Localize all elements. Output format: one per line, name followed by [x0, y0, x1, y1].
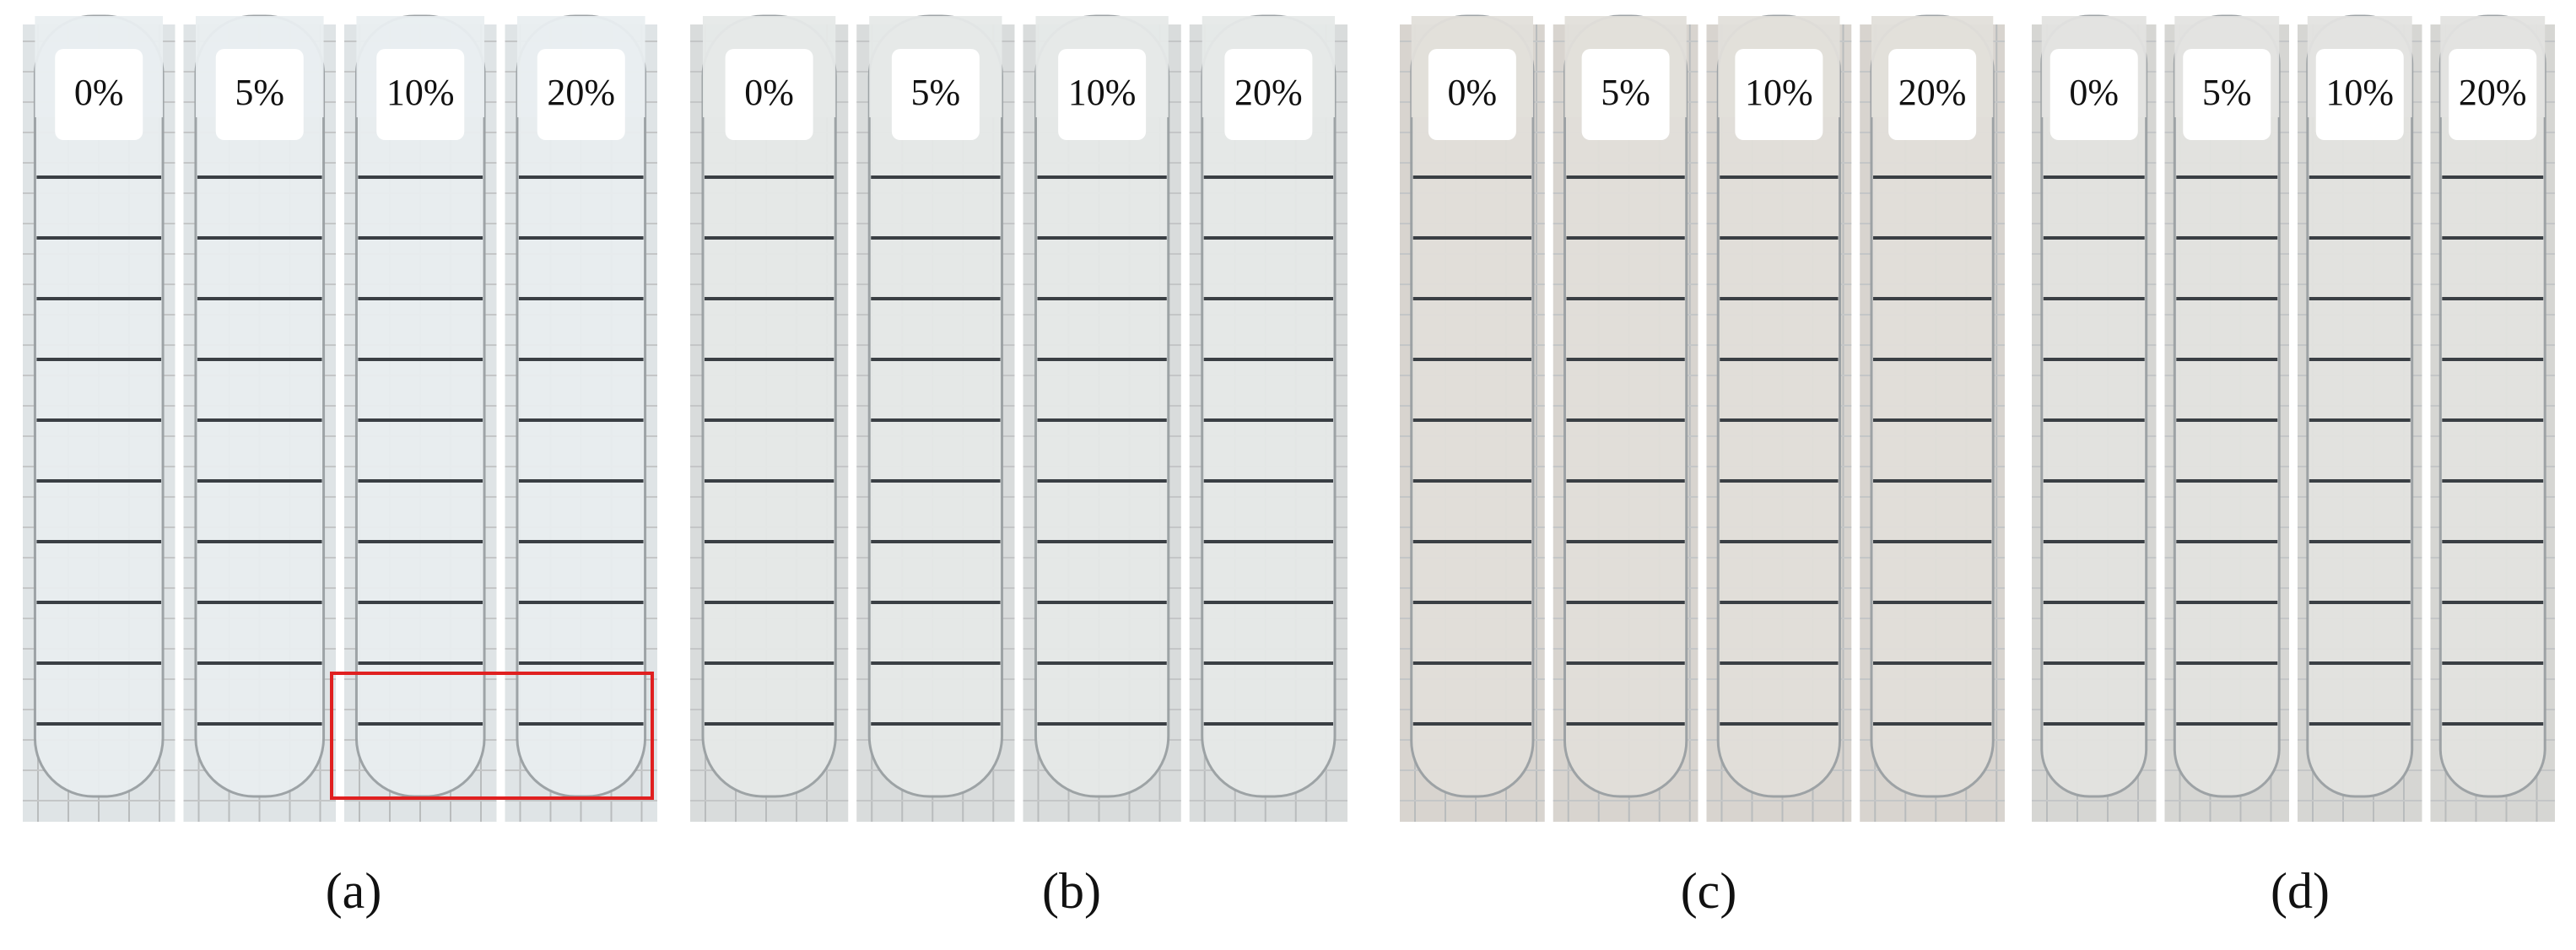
panel-caption: (b) [1042, 863, 1101, 919]
tube-photo: 5% [1553, 14, 1698, 822]
label-box [537, 49, 625, 140]
panel: 0% 5% 10% 20% (b) [690, 14, 1347, 919]
panel-caption: (d) [2271, 863, 2330, 919]
label-box [2315, 49, 2404, 140]
label-box [1581, 49, 1670, 140]
label-box [891, 49, 980, 140]
tube-label: 20% [1234, 72, 1303, 113]
label-box [2183, 49, 2271, 140]
highlight-box [330, 672, 654, 800]
panel: 0% 5% 10% 20% (a) [23, 14, 657, 919]
label-box [1224, 49, 1313, 140]
tube-label: 5% [2202, 72, 2252, 113]
tube-photo: 0% [690, 14, 849, 822]
tube-photo: 10% [2298, 14, 2422, 822]
label-box [2049, 49, 2138, 140]
tube-photo: 20% [2430, 14, 2555, 822]
tube-photo: 0% [2032, 14, 2157, 822]
tube-photo: 20% [505, 14, 657, 822]
tube-photo: 20% [1860, 14, 2005, 822]
label-box [215, 49, 304, 140]
panel-caption: (a) [326, 863, 382, 919]
tube-label: 0% [1448, 72, 1498, 113]
tube-label: 5% [235, 72, 284, 113]
tube-photo: 5% [183, 14, 336, 822]
tube-photo: 20% [1189, 14, 1347, 822]
tube-label: 20% [1898, 72, 1967, 113]
panel: 0% 5% 10% 20% (c) [1400, 14, 2005, 919]
label-box [1735, 49, 1823, 140]
tube-label: 0% [2069, 72, 2119, 113]
label-box [1888, 49, 1977, 140]
label-box [1058, 49, 1147, 140]
label-box [725, 49, 813, 140]
label-box [376, 49, 465, 140]
tube-photo: 10% [1023, 14, 1181, 822]
panel-caption: (c) [1681, 863, 1737, 919]
label-box [1428, 49, 1516, 140]
panel: 0% 5% 10% 20% (d) [2032, 14, 2555, 919]
tube-label: 10% [2325, 72, 2394, 113]
tube-label: 10% [386, 72, 455, 113]
tube-photo: 5% [2164, 14, 2289, 822]
tube-label: 10% [1068, 72, 1137, 113]
tube-photo: 0% [1400, 14, 1545, 822]
tube-label: 10% [1745, 72, 1813, 113]
tube-label: 0% [74, 72, 124, 113]
tube-label: 20% [2459, 72, 2527, 113]
tube-label: 5% [911, 72, 961, 113]
tube-label: 5% [1601, 72, 1650, 113]
label-box [2449, 49, 2537, 140]
tube-photo: 10% [344, 14, 497, 822]
tube-photo: 5% [856, 14, 1015, 822]
tube-label: 20% [547, 72, 615, 113]
tube-label: 0% [744, 72, 794, 113]
tube-photo: 0% [23, 14, 176, 822]
tube-photo: 10% [1706, 14, 1852, 822]
label-box [55, 49, 143, 140]
